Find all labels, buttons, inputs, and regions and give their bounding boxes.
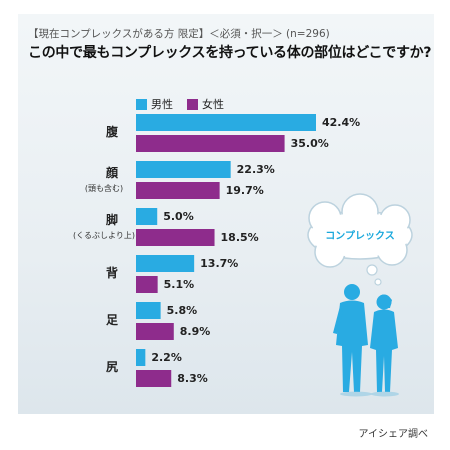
value-label: 5.0% <box>163 210 194 223</box>
bar-group: 腹 42.4% 35.0% 顔 (頭も含む) 22.3% 19.7% 脚 (くるぶしより上) 5.… <box>73 114 360 387</box>
bar-male <box>136 161 231 178</box>
category-note: (くるぶしより上) <box>73 231 135 240</box>
value-label: 19.7% <box>226 184 264 197</box>
bar-male <box>136 302 161 319</box>
bar-male <box>136 208 158 225</box>
value-label: 22.3% <box>237 163 275 176</box>
bar-female <box>136 229 215 246</box>
value-label: 8.3% <box>177 372 208 385</box>
value-label: 18.5% <box>221 231 259 244</box>
bar-female <box>136 323 174 340</box>
bubble-dot-1 <box>366 264 378 276</box>
category-label: 尻 <box>106 360 118 374</box>
value-label: 42.4% <box>322 116 360 129</box>
man-silhouette <box>333 284 368 392</box>
bar-female <box>136 182 220 199</box>
woman-shadow <box>371 391 399 397</box>
legend-item-male: 男性 <box>136 96 173 112</box>
value-label: 5.1% <box>164 278 195 291</box>
woman-silhouette <box>370 294 398 392</box>
bubble-dot-2 <box>374 278 382 286</box>
category-label: 顔 <box>105 165 119 180</box>
value-label: 35.0% <box>291 137 329 150</box>
category-label: 腹 <box>106 124 119 139</box>
bubble-text: コンプレックス <box>325 229 394 242</box>
legend-swatch-male <box>136 98 147 110</box>
value-label: 5.8% <box>167 304 198 317</box>
bar-female <box>136 276 158 293</box>
value-label: 13.7% <box>200 257 238 270</box>
man-shadow <box>340 391 372 397</box>
legend: 男性 女性 <box>136 96 224 112</box>
legend-label-female: 女性 <box>202 98 224 111</box>
bar-male <box>136 114 316 131</box>
legend-swatch-female <box>187 98 198 110</box>
bubble-fill <box>310 213 410 257</box>
legend-item-female: 女性 <box>187 96 224 112</box>
category-label: 足 <box>106 313 118 327</box>
bar-male <box>136 349 146 366</box>
category-label: 脚 <box>106 212 118 227</box>
legend-label-male: 男性 <box>151 98 173 111</box>
value-label: 8.9% <box>180 325 211 338</box>
bar-male <box>136 255 195 272</box>
bar-female <box>136 135 285 152</box>
people-illustration <box>333 284 399 397</box>
source-credit: アイシェア調べ <box>358 429 429 440</box>
value-label: 2.2% <box>151 351 182 364</box>
bar-female <box>136 370 172 387</box>
category-note: (頭も含む) <box>85 183 123 193</box>
survey-condition: 【現在コンプレックスがある方 限定】＜必須・択一＞ (n=296) <box>28 28 330 40</box>
thought-bubble: コンプレックス <box>307 193 413 286</box>
category-label: 背 <box>106 265 118 280</box>
chart-title: この中で最もコンプレックスを持っている体の部位はどこですか? <box>28 45 432 61</box>
